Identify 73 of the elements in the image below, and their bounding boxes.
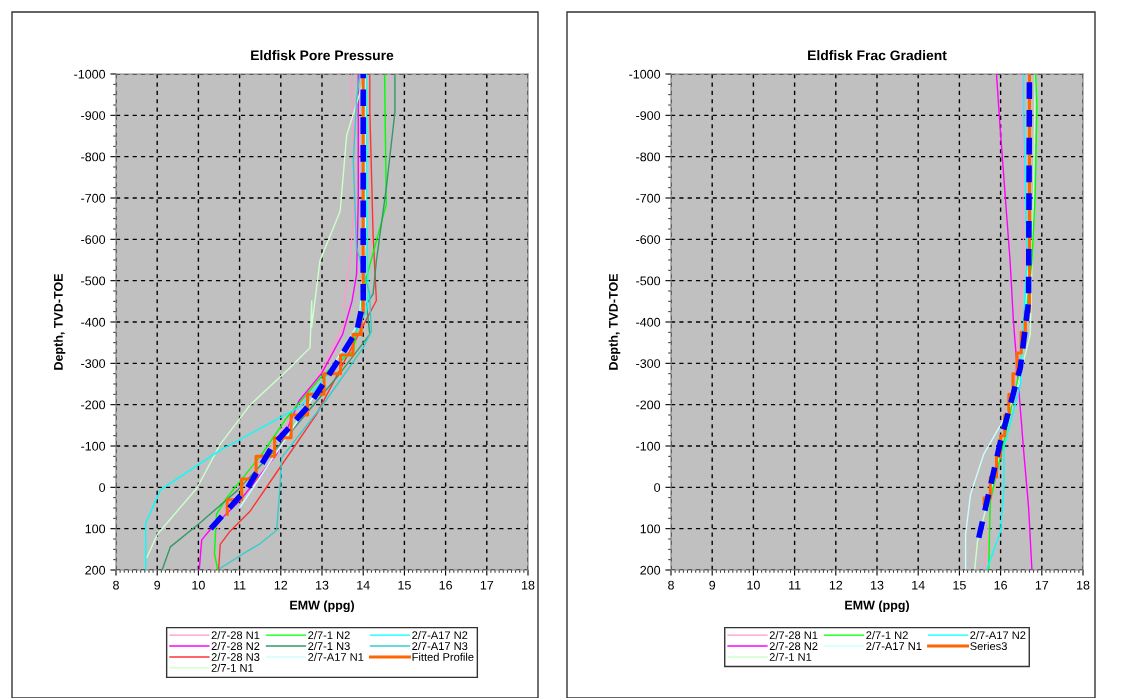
y-tick-label: -300 bbox=[636, 359, 661, 368]
legend-label: 2/7-1 N1 bbox=[769, 652, 812, 661]
x-tick-label: 8 bbox=[668, 580, 674, 590]
y-tick-label: -800 bbox=[81, 152, 106, 162]
y-tick-label: -1000 bbox=[629, 69, 661, 79]
x-tick-label: 13 bbox=[871, 580, 884, 590]
legend-label: 2/7-28 N1 bbox=[211, 630, 260, 640]
y-tick-label: -100 bbox=[636, 441, 661, 451]
legend-label: 2/7-1 N2 bbox=[308, 630, 350, 640]
legend-label: Fitted Profile bbox=[412, 652, 474, 661]
y-tick-label: -500 bbox=[636, 276, 661, 286]
x-tick-label: 11 bbox=[789, 580, 801, 590]
legend-label: Series3 bbox=[970, 641, 1007, 651]
y-tick-label: -100 bbox=[81, 441, 106, 451]
x-tick-label: 17 bbox=[1035, 580, 1049, 590]
x-tick-label: 9 bbox=[709, 580, 716, 590]
y-tick-label: 200 bbox=[640, 565, 661, 575]
legend-label: 2/7-A17 N2 bbox=[412, 630, 468, 640]
y-tick-label: 200 bbox=[85, 565, 106, 575]
legend-label: 2/7-A17 N2 bbox=[970, 630, 1026, 640]
y-tick-label: 100 bbox=[640, 524, 661, 534]
line-series bbox=[161, 74, 396, 570]
x-tick-label: 17 bbox=[480, 580, 494, 590]
y-tick-label: 0 bbox=[654, 483, 661, 492]
x-tick-label: 11 bbox=[234, 580, 246, 590]
y-tick-label: -500 bbox=[81, 276, 106, 286]
x-tick-label: 12 bbox=[829, 580, 843, 590]
x-axis-title: EMW (ppg) bbox=[845, 600, 910, 613]
x-tick-label: 10 bbox=[747, 580, 760, 590]
legend-label: 2/7-A17 N3 bbox=[412, 641, 468, 651]
chart-title: Eldfisk Pore Pressure bbox=[251, 50, 394, 61]
legend-label: 2/7-28 N2 bbox=[211, 641, 260, 651]
legend-label: 2/7-1 N1 bbox=[211, 663, 254, 672]
y-tick-label: -600 bbox=[81, 235, 106, 244]
x-tick-label: 18 bbox=[1077, 580, 1090, 590]
x-tick-label: 14 bbox=[357, 580, 370, 590]
x-tick-label: 13 bbox=[316, 580, 329, 590]
y-tick-label: -900 bbox=[81, 111, 106, 120]
y-tick-label: -200 bbox=[636, 400, 661, 410]
y-axis-title: Depth, TVD-TOE bbox=[53, 273, 66, 370]
x-tick-label: 8 bbox=[113, 580, 119, 590]
legend-label: 2/7-1 N2 bbox=[866, 630, 908, 640]
y-tick-label: 0 bbox=[99, 483, 106, 492]
y-axis-title: Depth, TVD-TOE bbox=[608, 273, 621, 370]
y-tick-label: -200 bbox=[81, 400, 106, 410]
y-tick-label: -1000 bbox=[74, 69, 106, 79]
x-tick-label: 18 bbox=[522, 580, 535, 590]
x-tick-label: 15 bbox=[398, 580, 411, 590]
legend-label: 2/7-A17 N1 bbox=[866, 641, 922, 651]
legend-label: 2/7-28 N2 bbox=[769, 641, 818, 651]
x-tick-label: 9 bbox=[154, 580, 161, 590]
legend-label: 2/7-A17 N1 bbox=[308, 652, 364, 661]
legend-label: 2/7-1 N3 bbox=[308, 641, 350, 651]
y-tick-label: -600 bbox=[636, 235, 661, 244]
y-tick-label: -900 bbox=[636, 111, 661, 120]
line-series bbox=[995, 74, 1033, 570]
y-tick-label: -300 bbox=[81, 359, 106, 368]
x-tick-label: 16 bbox=[994, 580, 1007, 590]
y-tick-label: -700 bbox=[636, 193, 661, 203]
y-tick-label: 100 bbox=[85, 524, 106, 534]
x-tick-label: 15 bbox=[953, 580, 966, 590]
x-tick-label: 10 bbox=[192, 580, 205, 590]
legend-label: 2/7-28 N3 bbox=[211, 652, 260, 661]
legend-label: 2/7-28 N1 bbox=[769, 630, 818, 640]
y-tick-label: -700 bbox=[81, 193, 106, 203]
chart-title: Eldfisk Frac Gradient bbox=[808, 50, 947, 61]
x-tick-label: 16 bbox=[439, 580, 452, 590]
y-tick-label: -400 bbox=[81, 317, 106, 327]
x-axis-title: EMW (ppg) bbox=[290, 600, 355, 613]
x-tick-label: 14 bbox=[912, 580, 925, 590]
y-tick-label: -400 bbox=[636, 317, 661, 327]
x-tick-label: 12 bbox=[274, 580, 288, 590]
y-tick-label: -800 bbox=[636, 152, 661, 162]
